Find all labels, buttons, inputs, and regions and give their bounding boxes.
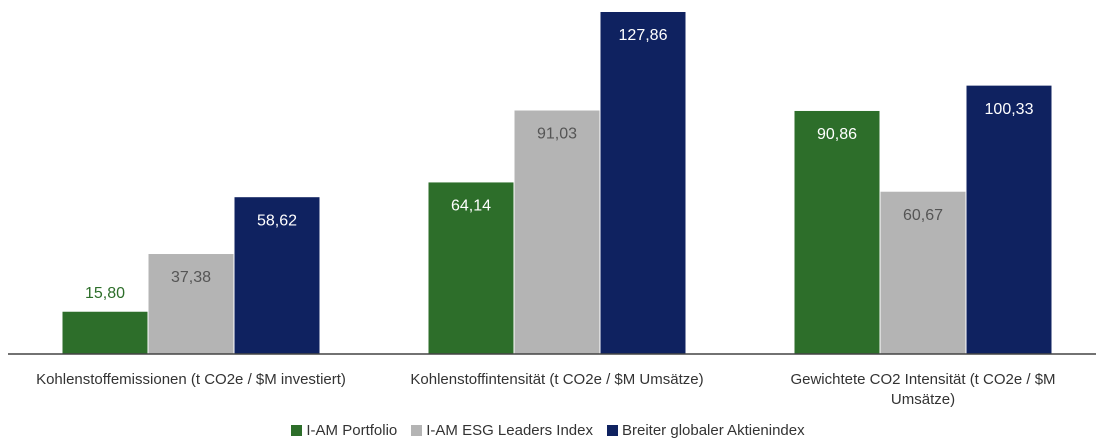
bar [148, 254, 234, 354]
legend-swatch [411, 425, 423, 436]
data-label: 15,80 [85, 285, 125, 302]
data-label: 100,33 [985, 101, 1034, 118]
data-label: 58,62 [257, 212, 297, 229]
data-label: 90,86 [817, 126, 857, 143]
bar [514, 110, 600, 354]
x-tick-label: Kohlenstoffemissionen (t CO2e / $M inves… [36, 371, 346, 388]
legend-swatch [607, 425, 618, 436]
x-tick-label: Gewichtete CO2 Intensität (t CO2e / $M U… [790, 371, 1056, 408]
bar [234, 197, 320, 354]
x-tick-label: Kohlenstoffintensität (t CO2e / $M Umsät… [410, 371, 704, 388]
legend-item: I-AM ESG Leaders Index [411, 422, 593, 439]
data-label: 60,67 [903, 207, 943, 224]
data-label: 91,03 [537, 126, 577, 143]
bar [966, 85, 1052, 354]
data-label: 64,14 [451, 198, 491, 215]
data-label: 37,38 [171, 269, 211, 286]
bar [794, 110, 880, 354]
data-label: 127,86 [619, 27, 668, 44]
bar [600, 12, 686, 354]
legend-label: Breiter globaler Aktienindex [622, 422, 805, 439]
legend-label: I-AM ESG Leaders Index [426, 422, 593, 439]
legend-item: I-AM Portfolio [291, 422, 397, 439]
bar [428, 182, 514, 354]
legend: I-AM Portfolio I-AM ESG Leaders Index Brei… [0, 422, 1096, 439]
legend-item: Breiter globaler Aktienindex [607, 422, 805, 439]
legend-swatch [291, 425, 303, 436]
legend-label: I-AM Portfolio [306, 422, 398, 439]
bar [880, 191, 966, 354]
bar [62, 311, 148, 354]
